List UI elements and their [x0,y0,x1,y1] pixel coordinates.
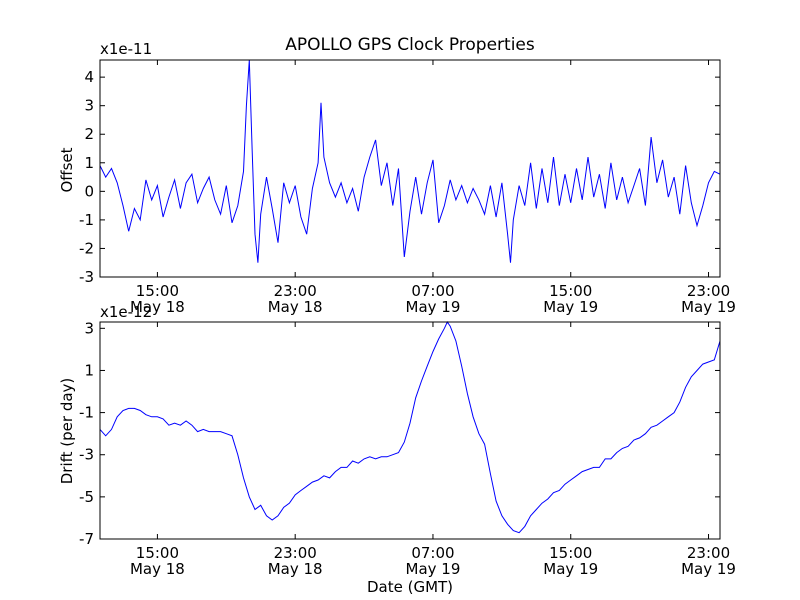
offset-ytick-label: -2 [79,239,94,257]
drift-ytick-label: -5 [79,488,94,506]
offset-xtick-time-label: 07:00 [411,282,454,300]
drift-xtick-date-label: May 18 [268,560,323,578]
drift-ytick-label: 3 [84,319,94,337]
drift-xtick-date-label: May 19 [681,560,736,578]
offset-series [99,59,721,263]
drift-panel: x1e-12 Drift (per day) -7-5-3-11315:00Ma… [58,303,736,578]
drift-ytick-label: -1 [79,404,94,422]
drift-xtick-time-label: 15:00 [549,544,592,562]
offset-y-axis-label: Offset [58,147,76,192]
drift-scale-label: x1e-12 [100,303,152,321]
drift-xtick-date-label: May 19 [543,560,598,578]
drift-ytick-label: -3 [79,446,94,464]
offset-ytick-label: -3 [79,268,94,286]
drift-series-line [99,320,721,534]
offset-xtick-date-label: May 18 [268,298,323,316]
drift-ytick-label: -7 [79,530,94,548]
offset-ytick-label: 1 [84,154,94,172]
drift-y-axis-label: Drift (per day) [58,378,76,485]
offset-ytick-label: -1 [79,211,94,229]
drift-xtick-date-label: May 18 [130,560,185,578]
offset-xtick-time-label: 15:00 [136,282,179,300]
x-axis-label: Date (GMT) [367,578,453,596]
drift-xtick-time-label: 23:00 [274,544,317,562]
offset-ytick-label: 0 [84,182,94,200]
drift-plot-frame [99,321,721,540]
drift-xtick-time-label: 07:00 [411,544,454,562]
offset-scale-label: x1e-11 [100,40,152,58]
chart-title: APOLLO GPS Clock Properties [285,35,535,55]
offset-xtick-time-label: 23:00 [687,282,730,300]
offset-xtick-date-label: May 18 [130,298,185,316]
drift-xtick-time-label: 23:00 [687,544,730,562]
offset-xtick-date-label: May 19 [406,298,461,316]
offset-ytick-label: 4 [84,68,94,86]
offset-xtick-time-label: 15:00 [549,282,592,300]
offset-xtick-time-label: 23:00 [274,282,317,300]
drift-xtick-time-label: 15:00 [136,544,179,562]
drift-ytick-label: 1 [84,361,94,379]
drift-series [99,320,721,534]
offset-series-line [99,59,721,263]
offset-ytick-label: 3 [84,97,94,115]
drift-xtick-date-label: May 19 [406,560,461,578]
offset-xtick-date-label: May 19 [543,298,598,316]
offset-ytick-label: 2 [84,125,94,143]
offset-xtick-date-label: May 19 [681,298,736,316]
offset-plot-frame [99,59,721,278]
